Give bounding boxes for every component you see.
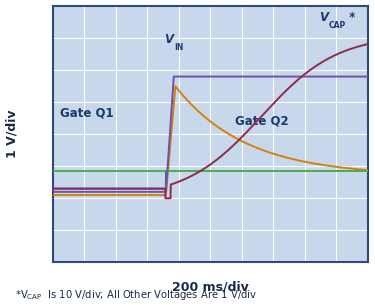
Text: 1 V/div: 1 V/div <box>5 110 18 159</box>
Text: *V$_{\mathregular{CAP}}$  Is 10 V/div; All Other Voltages Are 1 V/div: *V$_{\mathregular{CAP}}$ Is 10 V/div; Al… <box>15 288 257 302</box>
Text: V: V <box>164 33 174 46</box>
Text: 200 ms/div: 200 ms/div <box>172 280 248 293</box>
Text: Gate Q2: Gate Q2 <box>235 115 289 127</box>
Text: IN: IN <box>175 43 184 52</box>
Text: *: * <box>345 10 355 23</box>
Text: CAP: CAP <box>329 21 346 30</box>
Text: V: V <box>319 10 328 23</box>
Text: Gate Q1: Gate Q1 <box>60 106 114 120</box>
